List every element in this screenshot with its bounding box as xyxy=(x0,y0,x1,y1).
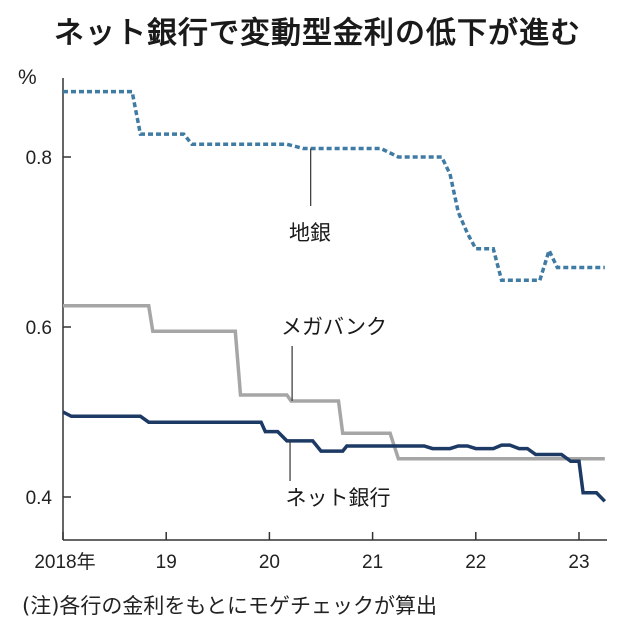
y-axis-unit: % xyxy=(18,66,37,89)
series-group xyxy=(62,89,607,503)
series-label: ネット銀行 xyxy=(286,486,391,510)
x-tick-label: 21 xyxy=(362,552,383,573)
y-tick-label: 0.4 xyxy=(26,488,53,509)
x-tick-label: 2018年 xyxy=(34,551,95,573)
series-label: メガバンク xyxy=(281,315,387,339)
y-tick-label: 0.8 xyxy=(26,148,52,169)
series-label: 地銀 xyxy=(289,221,331,245)
series-line-1 xyxy=(63,304,605,461)
series-line-0 xyxy=(63,89,605,283)
x-tick-label: 20 xyxy=(259,552,280,573)
x-tick-label: 23 xyxy=(568,552,589,573)
y-ticks: 0.4 0.6 0.8 xyxy=(26,148,71,509)
footnote: (注)各行の金利をもとにモゲチェックが算出 xyxy=(22,594,437,618)
series-line-2 xyxy=(62,410,607,503)
x-tick-label: 19 xyxy=(156,552,177,573)
x-ticks: 2018年 19 20 21 22 23 xyxy=(34,532,590,573)
x-tick-label: 22 xyxy=(465,552,486,573)
y-tick-label: 0.6 xyxy=(26,318,52,339)
chart-title: ネット銀行で変動型金利の低下が進む xyxy=(54,16,581,51)
